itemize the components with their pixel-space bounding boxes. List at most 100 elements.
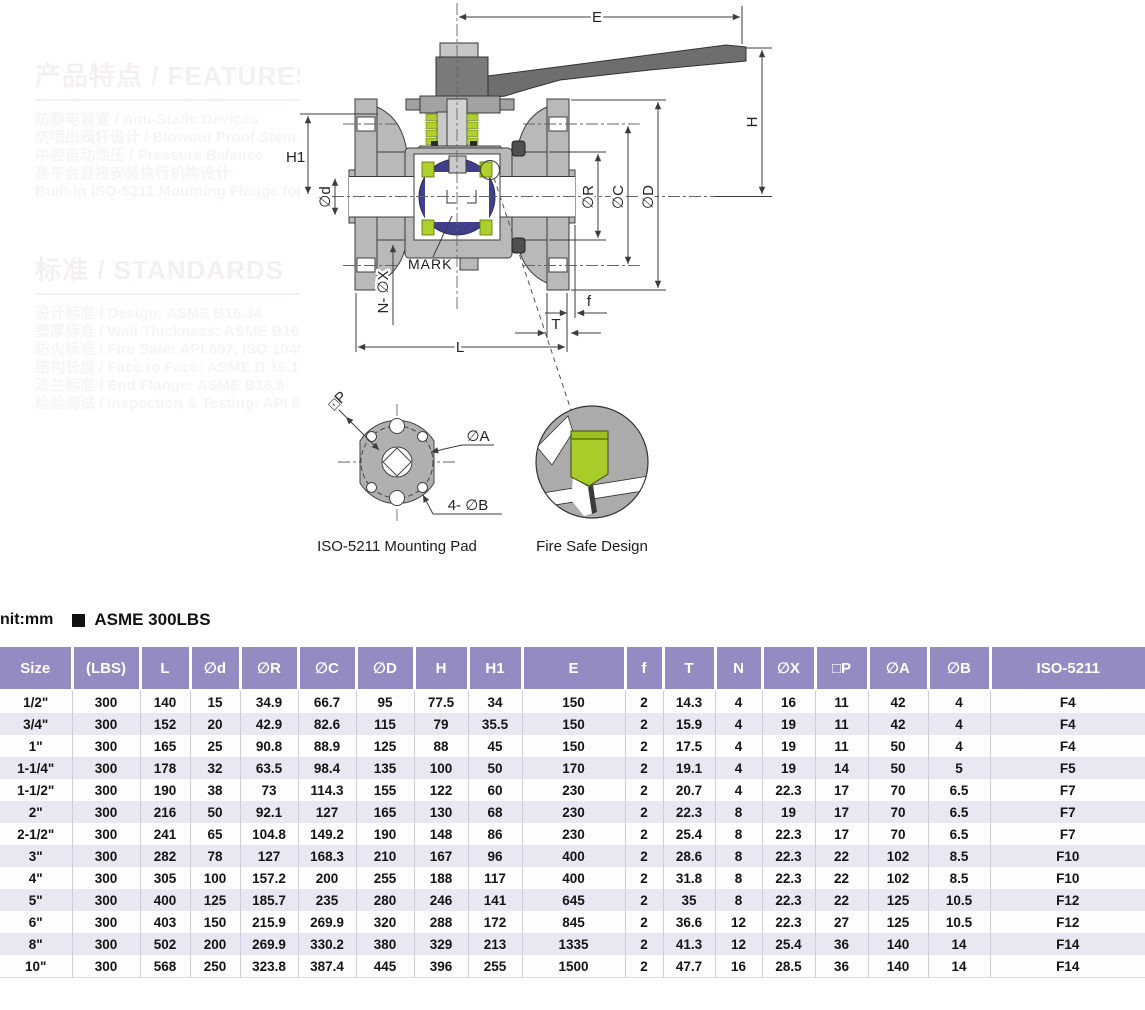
table-cell: F12 (1056, 892, 1080, 908)
column-header: f (625, 647, 665, 690)
table-cell: 102 (868, 845, 929, 867)
dim-label-p: □P (325, 388, 351, 414)
table-cell: 25.4 (663, 823, 716, 845)
table-cell: 10" (0, 955, 73, 978)
table-cell: 115 (356, 713, 415, 735)
table-row: 1/2" 300 140 15 34.9 66.7 95 77.5 34 150 2 14.3 4 16 1… (0, 690, 1145, 713)
table-cell: 8" (0, 933, 73, 955)
dim-label-b: 4- ∅B (448, 497, 489, 514)
table-cell: 1/2" (0, 690, 73, 713)
column-header: E (522, 647, 627, 690)
table-cell: 4 (715, 735, 763, 757)
mark-leader (432, 215, 453, 258)
table-cell: 141 (468, 889, 523, 911)
table-cell: 98.4 (298, 757, 357, 779)
detail-leader (493, 177, 572, 411)
table-cell: 19 (762, 735, 816, 757)
table-cell: 300 (72, 757, 141, 779)
table-cell: 230 (522, 823, 626, 845)
handle-hub (435, 56, 489, 100)
table-cell: 22.3 (762, 911, 816, 933)
dim-label-a: ∅A (466, 428, 489, 445)
table-cell: 88.9 (298, 735, 357, 757)
table-cell: 4" (0, 867, 73, 889)
table-cell: 36 (815, 933, 869, 955)
table-cell: 90.8 (240, 735, 299, 757)
table-cell: 22 (815, 845, 869, 867)
table-cell: 16 (715, 955, 763, 978)
table-cell: 1500 (522, 955, 626, 978)
firesafe-caption: Fire Safe Design (536, 538, 648, 555)
dim-label-r: ∅R (580, 185, 597, 209)
column-header: ∅B (928, 647, 992, 690)
table-cell: 22.3 (762, 845, 816, 867)
table-cell: 1-1/2" (0, 779, 73, 801)
table-cell: 185.7 (240, 889, 299, 911)
table-cell: 19.1 (663, 757, 716, 779)
table-cell: 246 (414, 889, 469, 911)
centerlines (332, 3, 772, 312)
valve-technical-drawing: E H H1 ∅d N- ∅X MARK L T f ∅R ∅C ∅D □P (286, 3, 772, 555)
column-header: L (140, 647, 192, 690)
ghost-line: 设计标准 / Design: ASME B16.34 (35, 305, 262, 322)
table-cell: 8 (715, 867, 763, 889)
table-cell: 17 (815, 823, 869, 845)
table-cell: 6.5 (928, 779, 991, 801)
ball-slot-marks (446, 190, 477, 204)
table-cell: 2 (625, 823, 664, 845)
table-cell: F14 (1056, 936, 1080, 952)
table-cell: 2 (625, 933, 664, 955)
table-cell: 1" (0, 735, 73, 757)
table-cell: 2-1/2" (0, 823, 73, 845)
table-cell: 200 (190, 933, 241, 955)
table-cell: 403 (140, 911, 191, 933)
iso5211-caption: ISO-5211 Mounting Pad (317, 538, 477, 555)
table-cell: 135 (356, 757, 415, 779)
table-cell: 38 (190, 779, 241, 801)
table-cell: 230 (522, 801, 626, 823)
column-header: T (663, 647, 717, 690)
seat-rings (421, 161, 493, 236)
table-cell: 165 (140, 735, 191, 757)
table-cell: 25.4 (762, 933, 816, 955)
column-header: ISO-5211 (990, 647, 1145, 690)
table-row: 10" 300 568 250 323.8 387.4 445 396 255 1500 2 47.7… (0, 955, 1145, 978)
stem-square (382, 447, 412, 477)
column-header: □P (815, 647, 870, 690)
table-row: 1-1/4" 300 178 32 63.5 98.4 135 100 50 170 2 19.1 4 1… (0, 757, 1145, 779)
table-row: 5" 300 400 125 185.7 235 280 246 141 645 2 35 8 22.3 2… (0, 889, 1145, 911)
table-cell: 79 (414, 713, 469, 735)
table-cell: 150 (190, 911, 241, 933)
table-cell: 300 (72, 779, 141, 801)
table-cell: 22.3 (663, 801, 716, 823)
table-cell: 28.6 (663, 845, 716, 867)
table-cell: 70 (868, 779, 929, 801)
table-cell: 3" (0, 845, 73, 867)
table-row: 4" 300 305 100 157.2 200 255 188 117 400 2 31.8 8 22.… (0, 867, 1145, 889)
table-cell: 19 (762, 713, 816, 735)
features-heading: 产品特点 / FEATURES (35, 56, 300, 101)
table-cell: 230 (522, 779, 626, 801)
table-cell: 2 (625, 735, 664, 757)
table-cell: 20 (190, 713, 241, 735)
table-cell: 127 (298, 801, 357, 823)
table-cell: 41.3 (663, 933, 716, 955)
table-cell: 17 (815, 801, 869, 823)
table-cell: F7 (1059, 804, 1076, 820)
table-cell: 165 (356, 801, 415, 823)
table-cell: 22.3 (762, 889, 816, 911)
table-cell: 95 (356, 690, 415, 713)
table-cell: F4 (1059, 716, 1076, 732)
table-cell: 4 (715, 713, 763, 735)
dim-label-nx: N- ∅X (375, 270, 392, 313)
table-cell: 400 (522, 845, 626, 867)
table-cell: 22.3 (762, 867, 816, 889)
table-cell: 125 (356, 735, 415, 757)
black-square-bullet-icon (72, 613, 86, 627)
column-header: H1 (468, 647, 524, 690)
firesafe-seat (570, 438, 609, 487)
body-joint-seal-top (511, 140, 526, 157)
table-cell: 50 (468, 757, 523, 779)
dim-label-t: T (551, 316, 560, 333)
table-cell: 114.3 (298, 779, 357, 801)
